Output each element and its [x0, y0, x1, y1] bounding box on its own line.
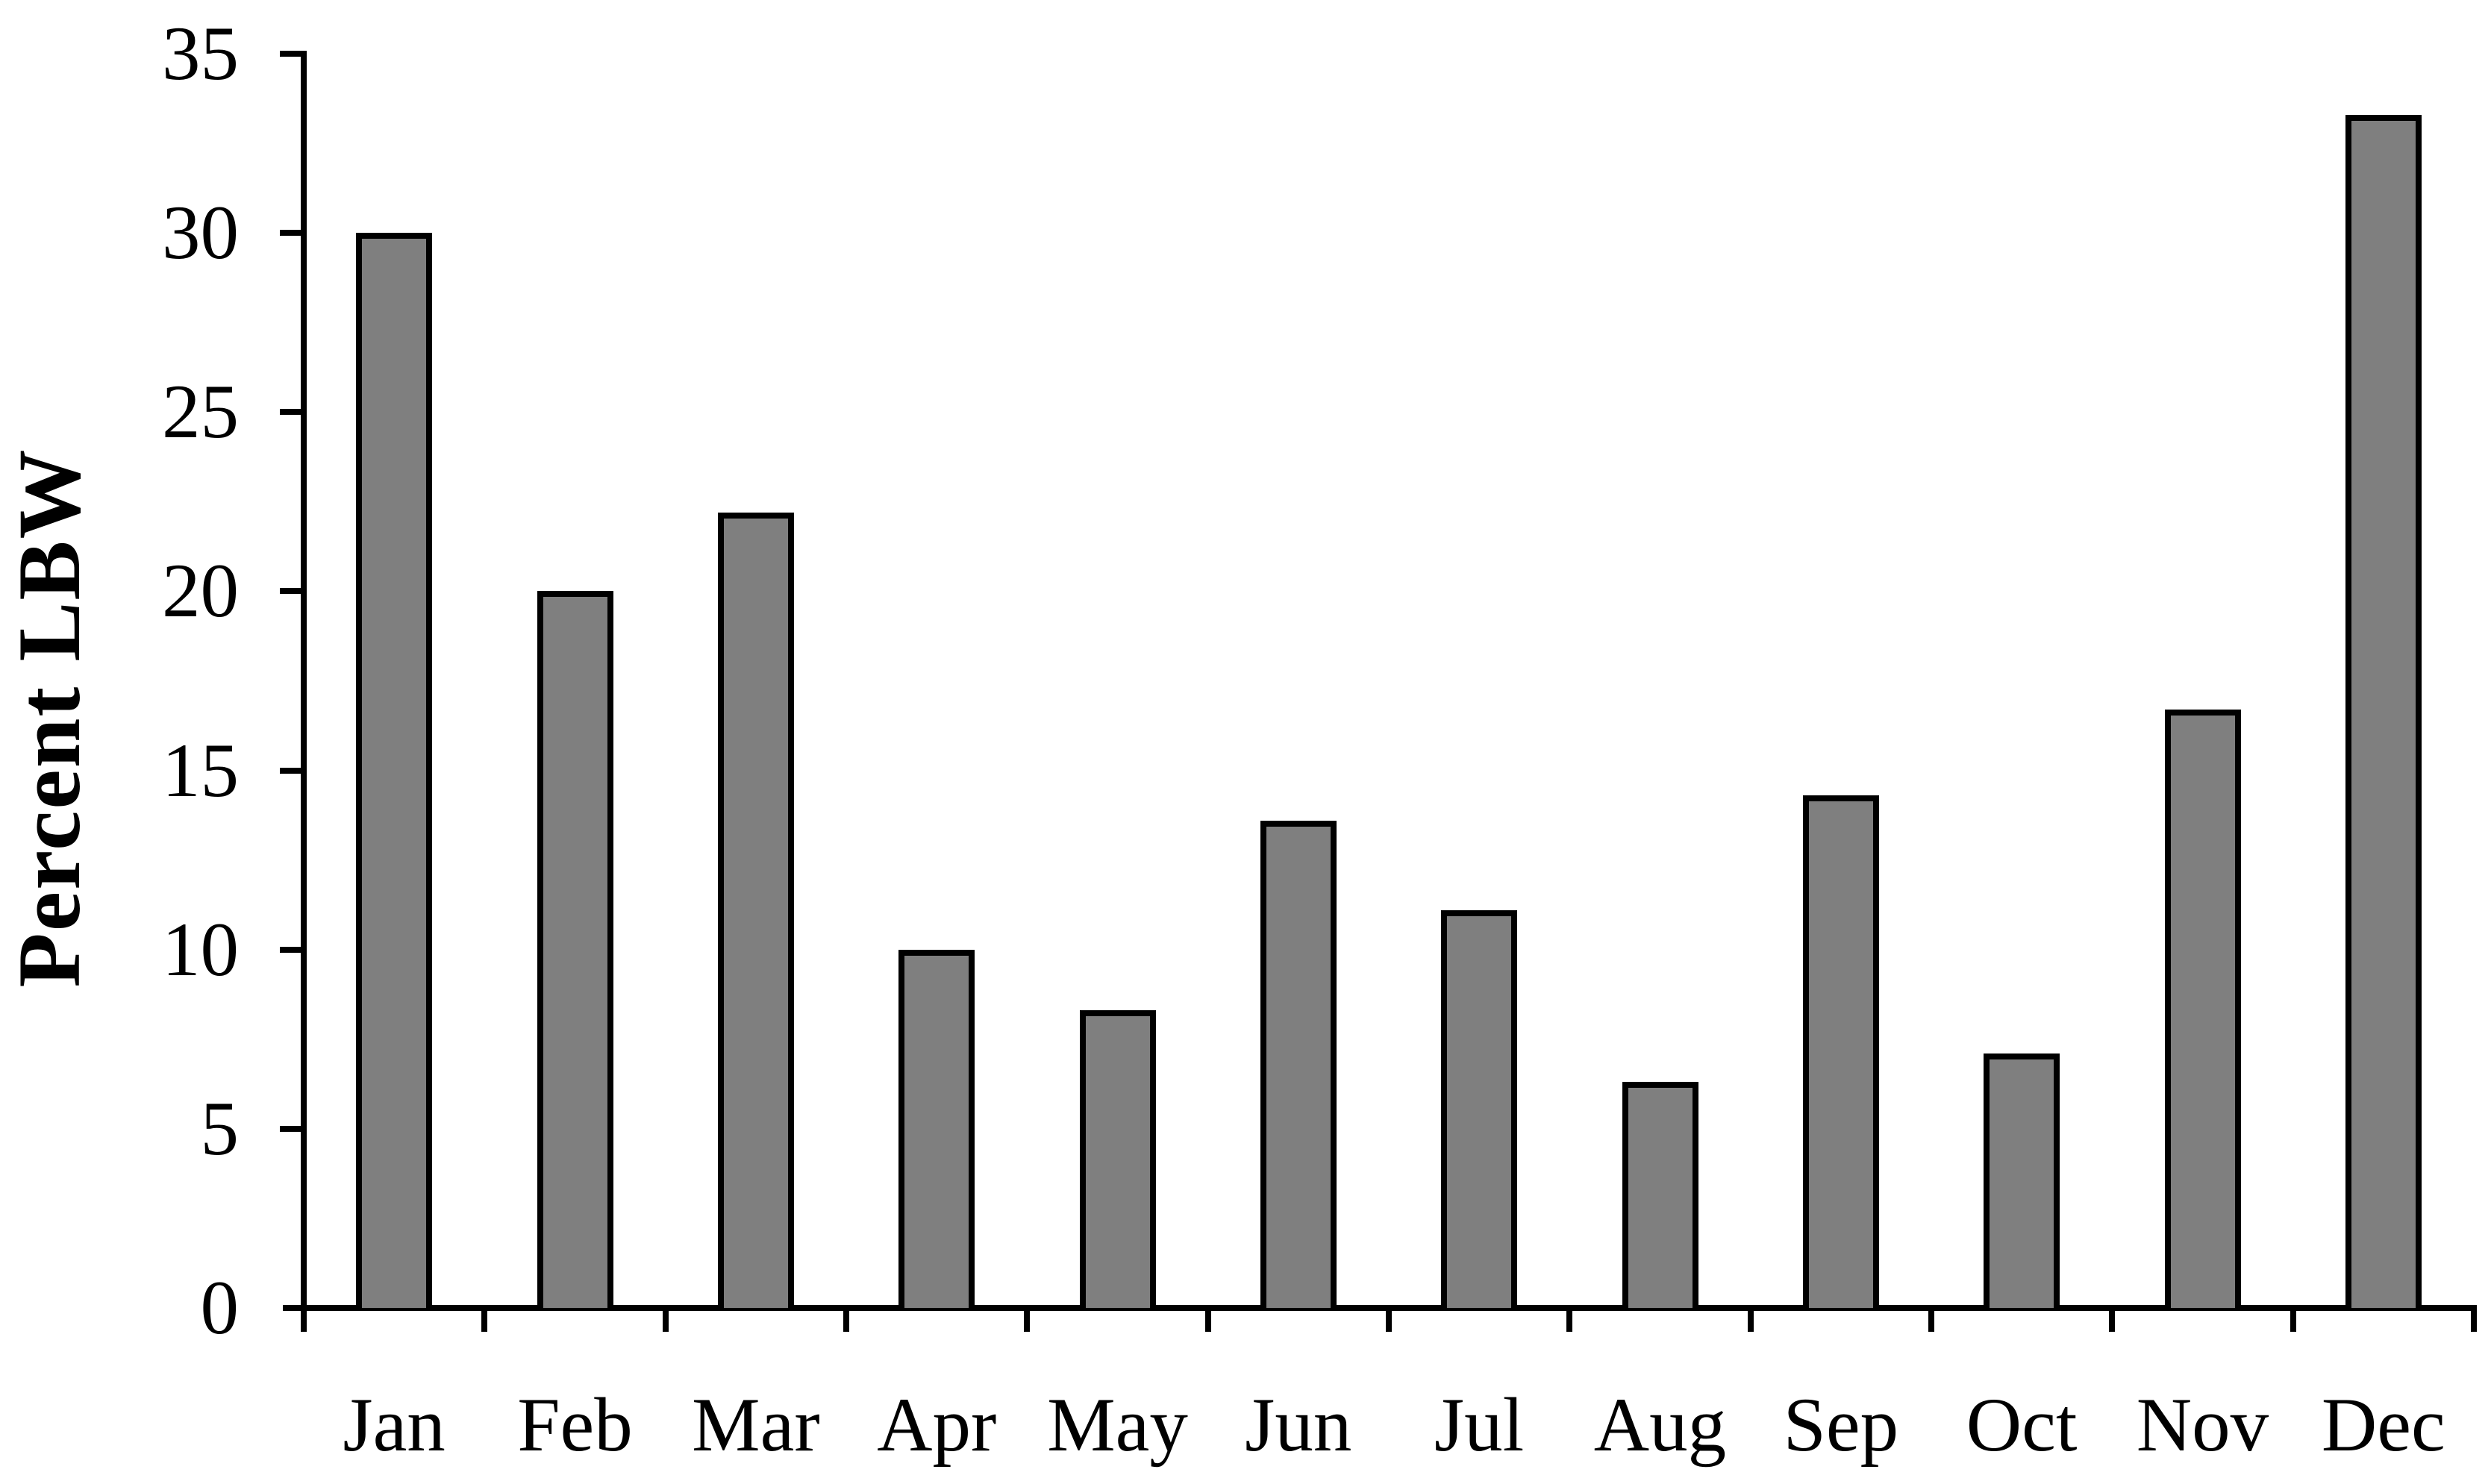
bar-jul — [1441, 910, 1518, 1308]
x-axis-line — [283, 1305, 2477, 1311]
x-tick-label-feb: Feb — [517, 1383, 633, 1468]
bar-jun — [1260, 820, 1337, 1308]
x-axis-tick — [2290, 1311, 2296, 1332]
bar-may — [1079, 1010, 1156, 1308]
x-tick-label-dec: Dec — [2321, 1383, 2445, 1468]
x-axis-tick — [1566, 1311, 1573, 1332]
x-tick-label-aug: Aug — [1593, 1383, 1727, 1468]
y-tick-label: 35 — [162, 11, 239, 96]
x-tick-label-jul: Jul — [1434, 1383, 1525, 1468]
y-tick-label: 25 — [162, 369, 239, 455]
x-axis-tick — [1928, 1311, 1934, 1332]
x-axis-tick — [1024, 1311, 1031, 1332]
y-tick-label: 0 — [200, 1265, 240, 1350]
y-axis-tick — [280, 230, 301, 237]
y-tick-label: 5 — [200, 1086, 240, 1171]
y-tick-label: 10 — [162, 907, 239, 992]
bar-feb — [537, 591, 613, 1308]
bar-aug — [1622, 1082, 1698, 1308]
x-axis-tick — [662, 1311, 669, 1332]
x-axis-tick — [481, 1311, 488, 1332]
x-tick-label-jan: Jan — [343, 1383, 446, 1468]
x-axis-tick — [843, 1311, 849, 1332]
x-axis-tick — [1386, 1311, 1392, 1332]
y-tick-label: 30 — [162, 190, 239, 276]
bar-apr — [898, 949, 975, 1308]
x-axis-tick — [301, 1311, 307, 1332]
bar-oct — [1984, 1053, 2060, 1308]
x-axis-tick — [2109, 1311, 2116, 1332]
x-tick-label-may: May — [1047, 1383, 1188, 1468]
y-tick-label: 15 — [162, 727, 239, 813]
x-tick-label-nov: Nov — [2136, 1383, 2269, 1468]
x-axis-tick — [1747, 1311, 1754, 1332]
x-tick-label-apr: Apr — [877, 1383, 997, 1468]
y-axis-tick — [280, 767, 301, 774]
y-axis-tick — [280, 946, 301, 953]
y-axis-tick — [280, 51, 301, 57]
bar-jan — [356, 233, 433, 1308]
x-tick-label-jun: Jun — [1245, 1383, 1352, 1468]
bar-dec — [2345, 114, 2422, 1308]
y-axis-tick — [280, 588, 301, 595]
y-axis-tick — [280, 1125, 301, 1132]
y-axis-tick — [280, 409, 301, 416]
bar-mar — [717, 512, 794, 1308]
x-tick-label-mar: Mar — [692, 1383, 820, 1468]
x-axis-tick — [2471, 1311, 2477, 1332]
y-tick-label: 20 — [162, 548, 239, 634]
x-tick-label-sep: Sep — [1783, 1383, 1899, 1468]
y-axis-line — [301, 51, 307, 1311]
x-axis-tick — [1204, 1311, 1211, 1332]
x-tick-label-oct: Oct — [1966, 1383, 2078, 1468]
bar-sep — [1802, 795, 1879, 1308]
bar-nov — [2164, 709, 2241, 1308]
